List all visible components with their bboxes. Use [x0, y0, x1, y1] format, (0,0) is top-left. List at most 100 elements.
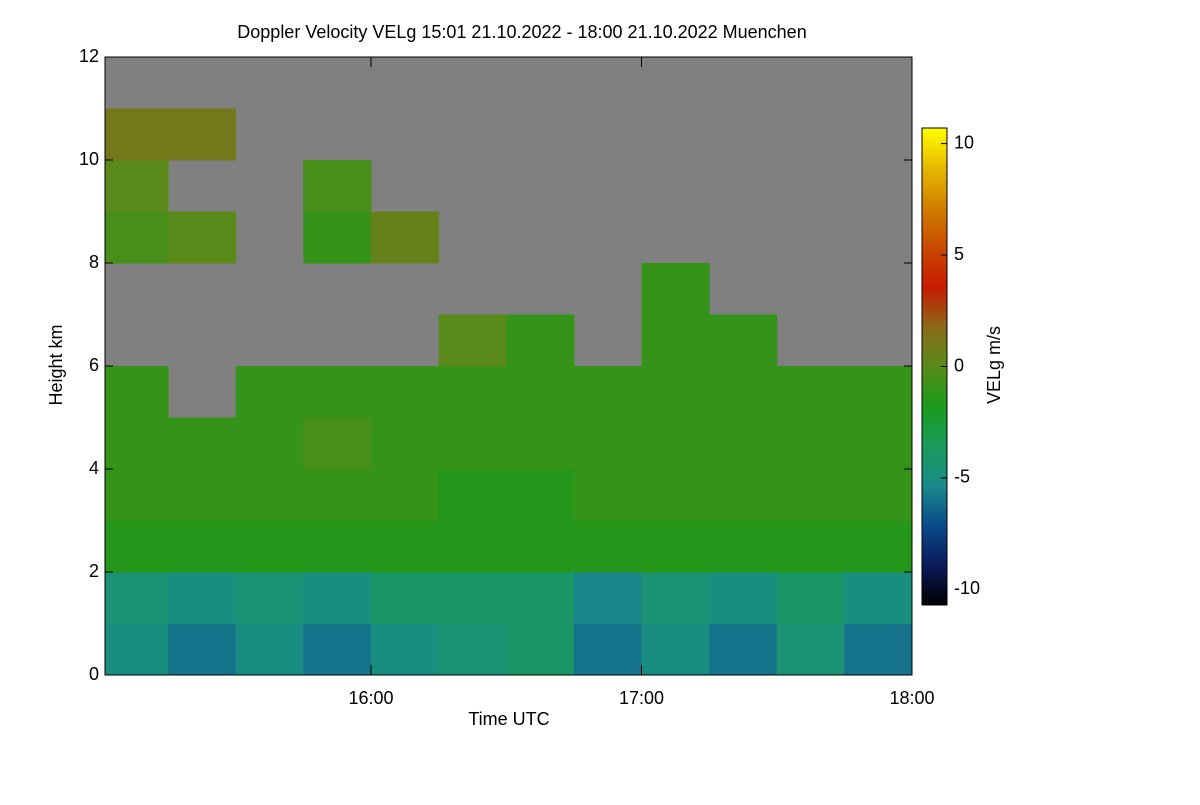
heatmap-cell — [105, 160, 169, 212]
heatmap-cell — [506, 366, 575, 418]
heatmap-cell — [844, 469, 913, 521]
heatmap-cell — [438, 520, 507, 573]
heatmap-cell — [303, 417, 372, 470]
heatmap-cell — [573, 417, 642, 470]
heatmap-cell — [776, 469, 845, 521]
y-tick-label: 0 — [89, 664, 99, 684]
heatmap-cell — [370, 417, 440, 470]
heatmap-cell — [235, 520, 304, 573]
heatmap-cell — [573, 623, 642, 676]
heatmap-cell — [709, 314, 778, 367]
heatmap-cell — [235, 366, 304, 418]
heatmap-cell — [235, 623, 304, 676]
colorbar-tick-label: 10 — [954, 132, 974, 152]
heatmap-cell — [573, 520, 642, 573]
heatmap-cell — [105, 417, 169, 470]
heatmap-cell — [776, 520, 845, 573]
x-tick-label: 18:00 — [889, 688, 934, 708]
colorbar-tick-label: 5 — [954, 244, 964, 264]
heatmap-cell — [438, 572, 507, 624]
heatmap-cell — [709, 572, 778, 624]
heatmap-cell — [303, 366, 372, 418]
heatmap-cell — [235, 417, 304, 470]
heatmap-cell — [573, 469, 642, 521]
heatmap-cell — [438, 417, 507, 470]
heatmap-cell — [303, 160, 372, 212]
heatmap-cell — [168, 623, 237, 676]
heatmap-cell — [641, 314, 710, 367]
x-tick-label: 17:00 — [619, 688, 664, 708]
heatmap-cell — [438, 314, 507, 367]
heatmap-cell — [370, 623, 440, 676]
heatmap-cell — [709, 623, 778, 676]
heatmap-cell — [105, 520, 169, 573]
x-tick-label: 16:00 — [348, 688, 393, 708]
heatmap-cell — [168, 211, 237, 264]
heatmap-cell — [506, 469, 575, 521]
heatmap-cell — [844, 623, 913, 676]
heatmap-cell — [776, 417, 845, 470]
heatmap-cell — [844, 572, 913, 624]
heatmap-cell — [573, 366, 642, 418]
heatmap-cell — [370, 211, 440, 264]
colorbar-label: VELg m/s — [984, 326, 1004, 404]
colorbar-tick-label: -5 — [954, 467, 970, 487]
chart-title: Doppler Velocity VELg 15:01 21.10.2022 -… — [237, 22, 806, 42]
heatmap-cell — [303, 520, 372, 573]
heatmap-cell — [709, 366, 778, 418]
heatmap-cell — [168, 469, 237, 521]
heatmap-cell — [105, 623, 169, 676]
heatmap-cell — [105, 366, 169, 418]
heatmap-cell — [641, 469, 710, 521]
heatmap-cell — [303, 211, 372, 264]
heatmap-cell — [506, 417, 575, 470]
y-tick-label: 8 — [89, 252, 99, 272]
heatmap-cell — [641, 366, 710, 418]
heatmap-cell — [709, 520, 778, 573]
heatmap-cell — [303, 572, 372, 624]
heatmap-cell — [506, 572, 575, 624]
y-tick-label: 12 — [79, 46, 99, 66]
y-tick-label: 10 — [79, 149, 99, 169]
heatmap-cell — [776, 366, 845, 418]
heatmap-cell — [235, 469, 304, 521]
heatmap-cell — [370, 520, 440, 573]
heatmap-cell — [641, 520, 710, 573]
heatmap-cell — [235, 572, 304, 624]
heatmap-cell — [776, 623, 845, 676]
y-axis-label: Height km — [46, 324, 66, 405]
heatmap-cell — [168, 520, 237, 573]
heatmap-cell — [506, 623, 575, 676]
heatmap-cell — [105, 211, 169, 264]
heatmap-cell — [573, 572, 642, 624]
heatmap-cell — [641, 623, 710, 676]
heatmap-cell — [168, 417, 237, 470]
colorbar-tick-label: -10 — [954, 578, 980, 598]
heatmap-cell — [370, 572, 440, 624]
heatmap-cell — [370, 366, 440, 418]
heatmap-cell — [303, 623, 372, 676]
heatmap-cell — [370, 469, 440, 521]
heatmap-cell — [844, 366, 913, 418]
heatmap-cell — [641, 572, 710, 624]
heatmap-cell — [438, 366, 507, 418]
y-tick-label: 4 — [89, 458, 99, 478]
heatmap-cell — [506, 520, 575, 573]
x-axis-label: Time UTC — [468, 709, 549, 729]
heatmap-cell — [105, 572, 169, 624]
heatmap-cell — [506, 314, 575, 367]
heatmap-cell — [168, 572, 237, 624]
heatmap-cell — [776, 572, 845, 624]
heatmap-cell — [709, 469, 778, 521]
heatmap-cell — [844, 417, 913, 470]
heatmap-cell — [438, 469, 507, 521]
heatmap-cell — [641, 417, 710, 470]
heatmap-cell — [168, 108, 237, 161]
heatmap-cell — [105, 469, 169, 521]
heatmap-cell — [844, 520, 913, 573]
y-tick-label: 6 — [89, 355, 99, 375]
heatmap-cell — [105, 108, 169, 161]
heatmap-cell — [641, 263, 710, 315]
colorbar-tick-label: 0 — [954, 355, 964, 375]
